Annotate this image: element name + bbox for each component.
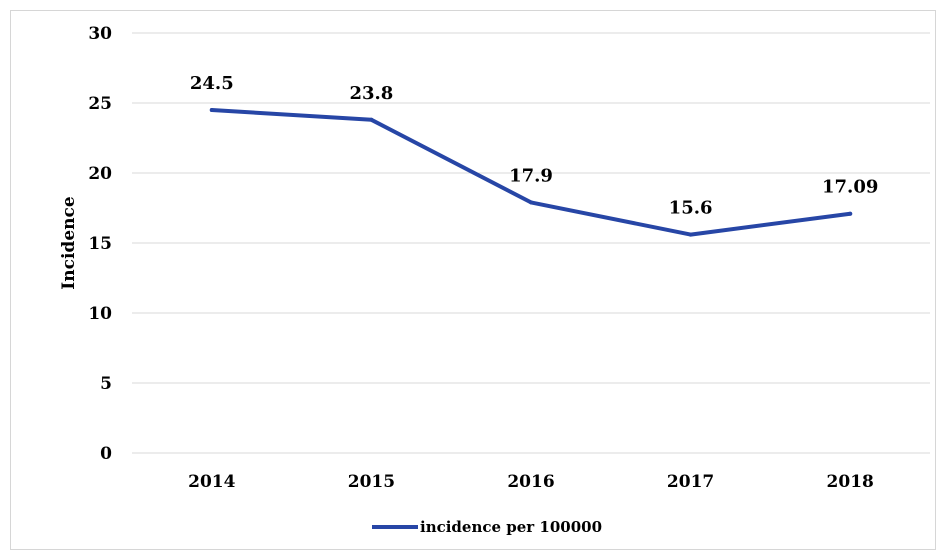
y-tick-label: 25 (88, 94, 112, 114)
series-group (209, 108, 853, 237)
gridlines (132, 32, 930, 454)
data-point (209, 108, 214, 112)
y-tick-label: 30 (88, 24, 112, 44)
y-tick-label: 20 (88, 164, 112, 184)
data-label: 17.9 (509, 165, 553, 186)
y-tick-label: 5 (100, 374, 112, 394)
data-label: 24.5 (190, 73, 234, 94)
x-tick-label: 2016 (507, 472, 554, 492)
x-axis-ticks: 2014 2015 2016 2017 2018 (188, 472, 874, 492)
data-point (529, 200, 533, 205)
data-label: 17.09 (822, 177, 878, 198)
y-tick-label: 15 (88, 234, 112, 254)
data-point (688, 232, 693, 237)
data-point (848, 211, 853, 216)
x-tick-label: 2017 (667, 472, 714, 492)
x-tick-label: 2014 (188, 472, 235, 492)
data-point (369, 117, 374, 122)
data-label: 15.6 (669, 198, 713, 219)
y-tick-label: 10 (88, 304, 112, 324)
chart-area (10, 10, 936, 550)
legend: incidence per 100000 (372, 518, 602, 536)
y-axis-ticks: 0 5 10 15 20 25 30 (88, 24, 112, 464)
y-axis-title: Incidence (59, 196, 79, 290)
data-label: 23.8 (349, 83, 393, 104)
y-tick-label: 0 (100, 444, 112, 464)
x-tick-label: 2018 (827, 472, 874, 492)
x-tick-label: 2015 (348, 472, 395, 492)
data-labels: 24.5 23.8 17.9 15.6 17.09 (190, 73, 879, 219)
legend-label: incidence per 100000 (420, 518, 602, 536)
